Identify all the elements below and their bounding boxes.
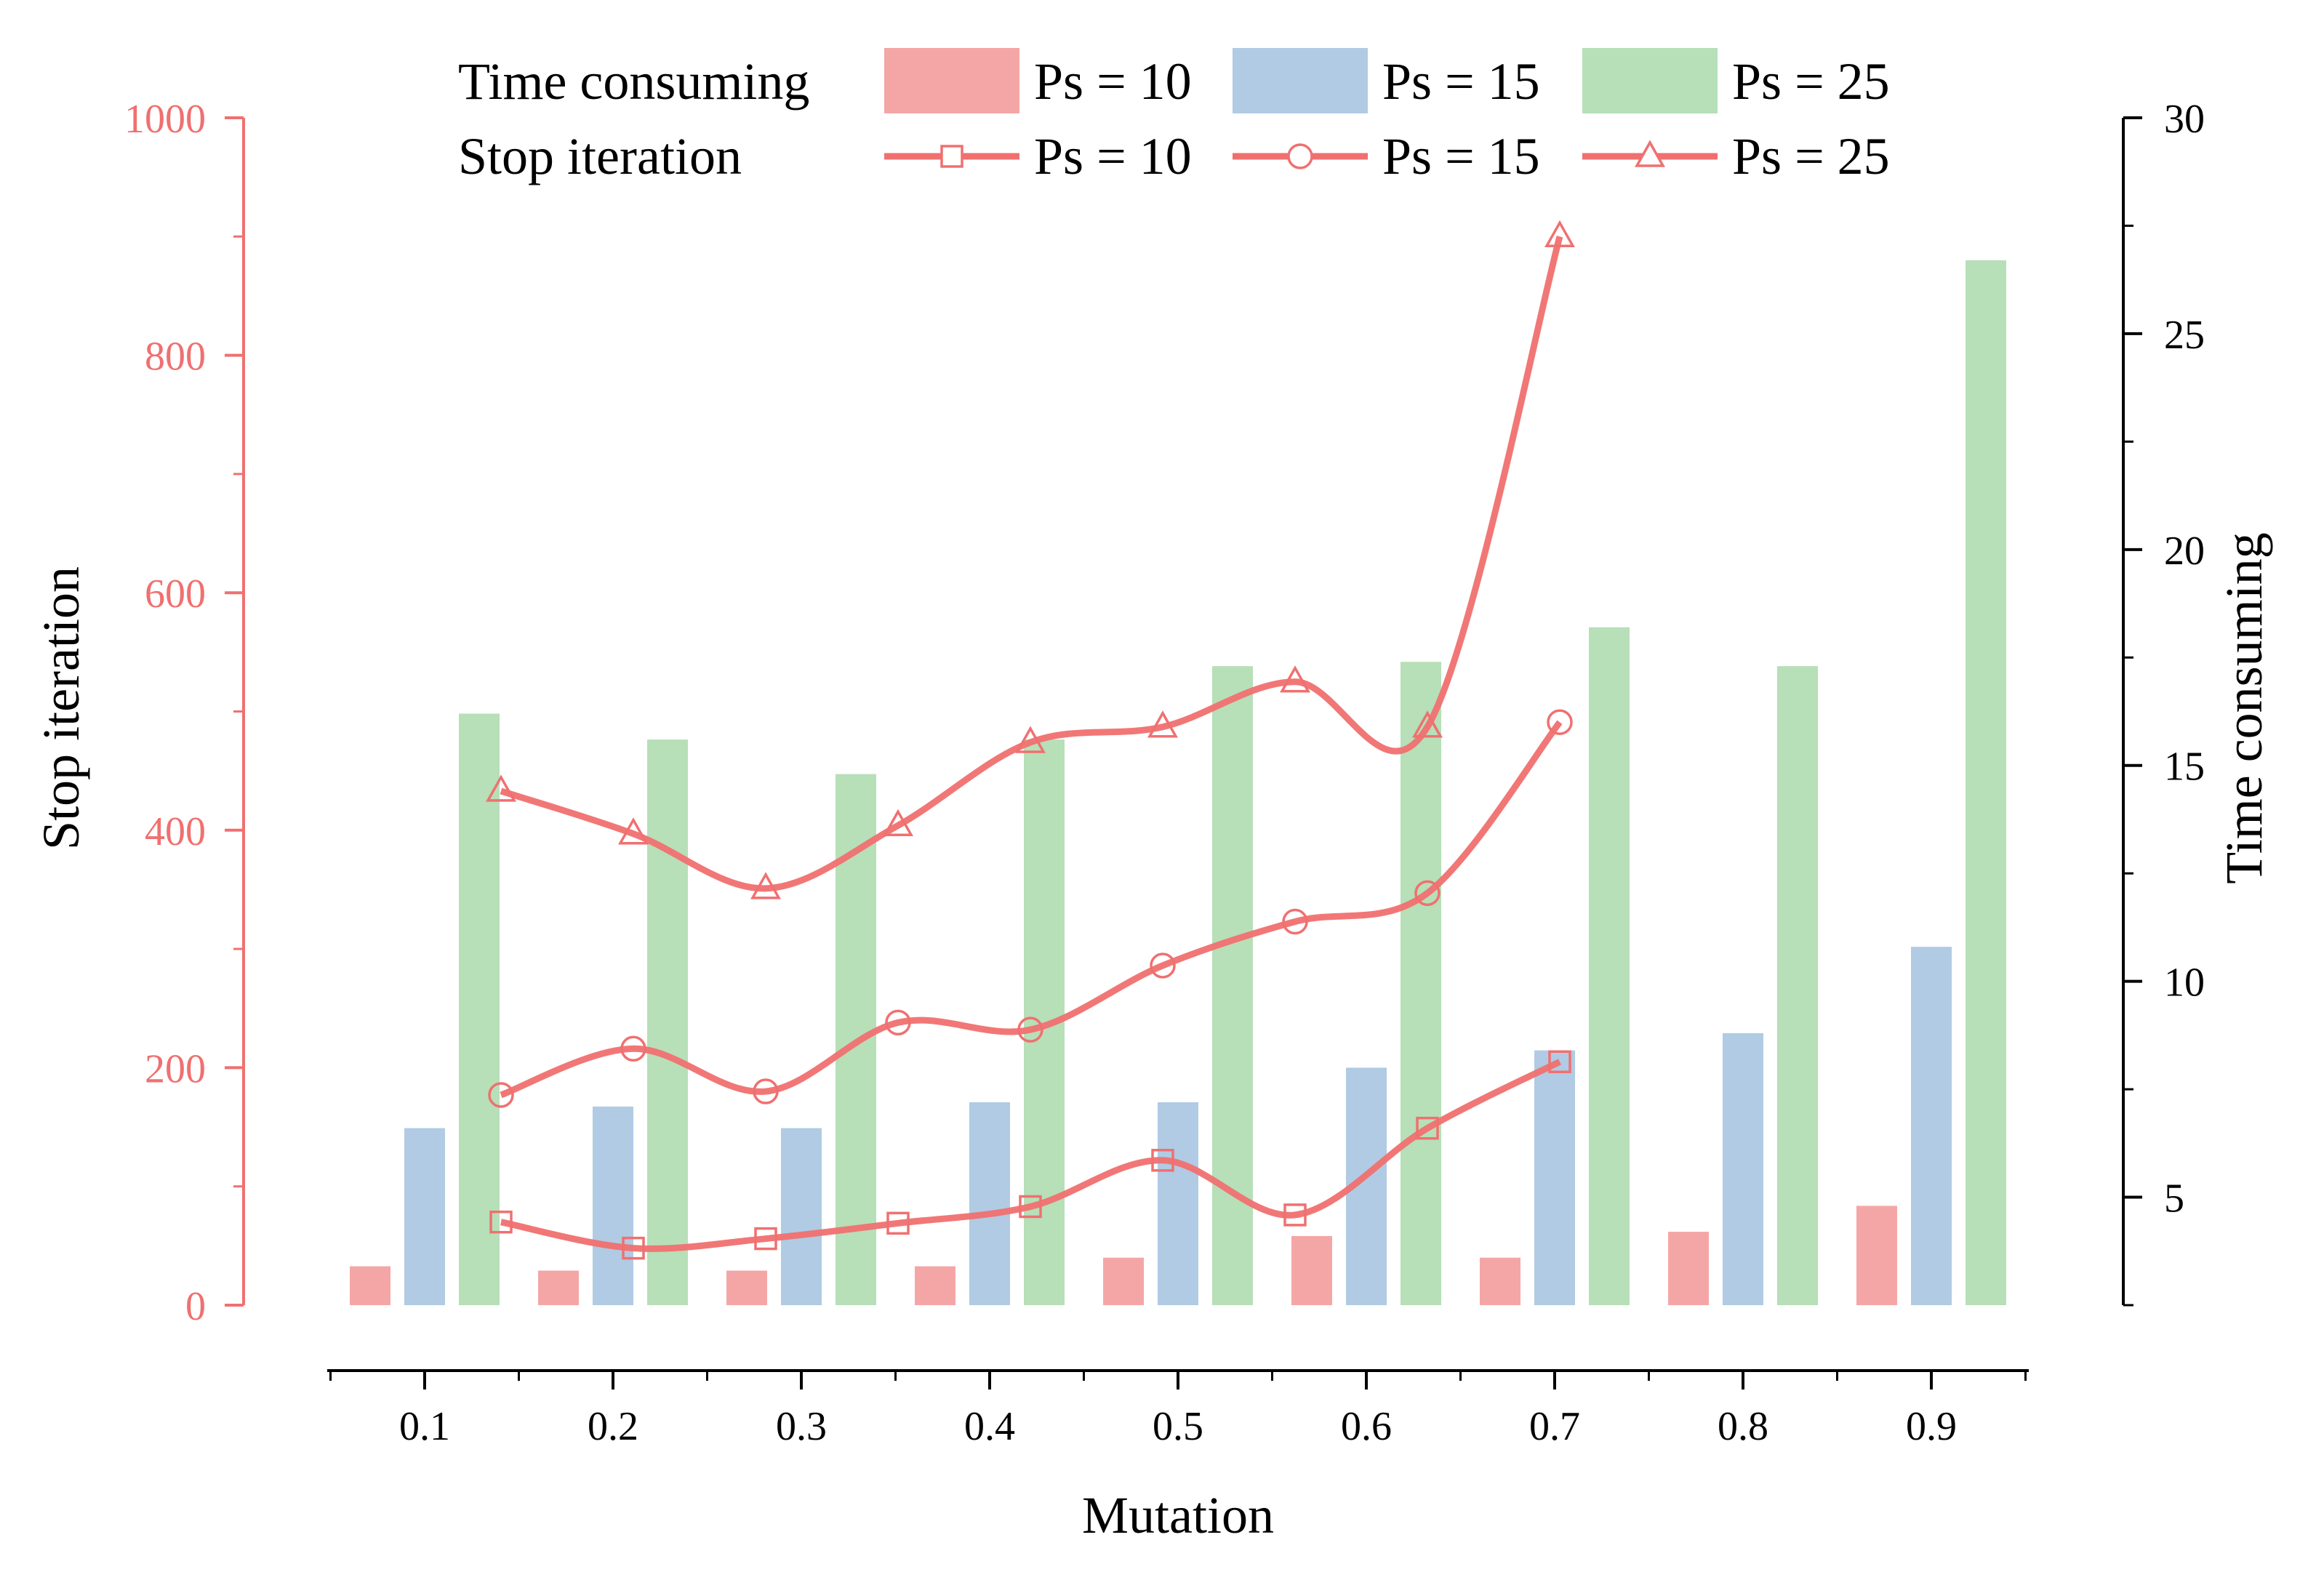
square-marker-ps10-5 (1151, 1149, 1174, 1172)
bar-ps15-0.8 (1723, 1032, 1763, 1305)
bar-ps10-0.7 (1480, 1257, 1520, 1305)
right-axis-title: Time consuming (2215, 532, 2273, 883)
bar-ps25-0.9 (1966, 260, 2006, 1306)
bar-ps25-0.5 (1212, 666, 1253, 1305)
bar-ps10-0.9 (1856, 1206, 1897, 1305)
legend-label: Ps = 15 (1382, 52, 1540, 111)
square-marker-ps10-3 (886, 1211, 910, 1235)
x-tick-label: 0.4 (964, 1404, 1015, 1449)
axes-layer: 0 200 400 600 800 1000 5 10 15 20 25 30 0.1 0.2 0.3 0.4… (124, 97, 2205, 1449)
triangle-marker-ps25-4 (1015, 726, 1046, 753)
x-tick-label: 0.6 (1341, 1404, 1392, 1449)
triangle-marker-ps25-3 (883, 809, 913, 837)
x-tick-label: 0.9 (1906, 1404, 1957, 1449)
bar-ps15-0.2 (593, 1106, 633, 1305)
line-ps25 (500, 236, 1563, 892)
bar-ps10-0.5 (1103, 1257, 1144, 1305)
left-tick-label: 1000 (124, 97, 206, 142)
right-tick-label: 15 (2164, 745, 2205, 790)
square-marker-ps10-0 (489, 1210, 513, 1234)
legend-label: Ps = 25 (1732, 52, 1890, 111)
lines-layer (486, 220, 1575, 1260)
square-marker-ps10-6 (1283, 1203, 1307, 1227)
bar-ps10-0.4 (915, 1266, 955, 1305)
square-marker-ps10-4 (1019, 1195, 1042, 1219)
bar-ps15-0.3 (781, 1128, 822, 1305)
left-tick-label: 0 (185, 1284, 206, 1329)
bar-ps25-0.1 (459, 713, 500, 1305)
circle-marker-ps15-6 (1282, 908, 1308, 935)
legend: Time consuming Stop iteration Ps = 10 Ps = … (458, 48, 1890, 185)
triangle-marker-ps25-2 (750, 872, 781, 899)
circle-marker-ps15-2 (753, 1078, 779, 1104)
legend-row-time-consuming: Time consuming (458, 52, 809, 111)
legend-label: Ps = 10 (1034, 127, 1192, 185)
x-tick-label: 0.2 (588, 1404, 638, 1449)
x-tick-label: 0.5 (1153, 1404, 1203, 1449)
square-marker-ps10-8 (1548, 1050, 1571, 1073)
right-tick-label: 20 (2164, 529, 2205, 574)
legend-row-stop-iteration: Stop iteration (458, 127, 742, 185)
circle-marker-ps15-1 (620, 1035, 646, 1062)
circle-marker-ps15-0 (488, 1082, 514, 1108)
bar-ps10-0.3 (726, 1270, 767, 1305)
legend-label: Ps = 25 (1732, 127, 1890, 185)
square-marker-ps10-7 (1416, 1116, 1439, 1140)
x-tick-label: 0.7 (1529, 1404, 1580, 1449)
triangle-marker-ps25-5 (1147, 710, 1178, 738)
triangle-marker-ps25-0 (486, 774, 516, 802)
left-axis-title: Stop iteration (32, 566, 90, 850)
legend-square-marker (940, 145, 963, 168)
triangle-marker-ps25-7 (1412, 710, 1443, 738)
square-marker-ps10-2 (754, 1227, 777, 1251)
legend-triangle-marker (1635, 140, 1665, 167)
left-tick-label: 600 (145, 572, 206, 617)
bar-ps25-0.6 (1401, 662, 1441, 1305)
x-axis-title: Mutation (1082, 1486, 1274, 1544)
bar-ps15-0.7 (1534, 1050, 1575, 1305)
bar-ps10-0.6 (1291, 1235, 1332, 1305)
line-ps15 (500, 720, 1563, 1099)
right-tick-label: 10 (2164, 961, 2205, 1006)
x-tick-label: 0.3 (776, 1404, 827, 1449)
circle-marker-ps15-8 (1547, 709, 1573, 735)
legend-swatch-bar-ps10 (884, 48, 1019, 113)
bar-ps25-0.8 (1777, 666, 1818, 1305)
circle-marker-ps15-5 (1150, 953, 1176, 979)
legend-circle-marker (1287, 143, 1313, 169)
bar-ps15-0.5 (1158, 1102, 1198, 1305)
x-tick-label: 0.1 (399, 1404, 450, 1449)
left-tick-label: 400 (145, 809, 206, 854)
right-tick-label: 30 (2164, 97, 2205, 142)
circle-marker-ps15-7 (1414, 880, 1441, 907)
bar-ps15-0.4 (969, 1102, 1010, 1305)
triangle-marker-ps25-6 (1280, 665, 1310, 693)
legend-label: Ps = 15 (1382, 127, 1540, 185)
bar-ps15-0.9 (1911, 947, 1952, 1305)
bar-ps25-0.7 (1589, 627, 1630, 1305)
x-tick-label: 0.8 (1718, 1404, 1768, 1449)
bar-ps10-0.1 (350, 1266, 390, 1305)
left-tick-label: 200 (145, 1046, 206, 1091)
circle-marker-ps15-4 (1017, 1016, 1043, 1043)
legend-swatch-bar-ps15 (1233, 48, 1368, 113)
circle-marker-ps15-3 (885, 1009, 911, 1036)
square-marker-ps10-1 (622, 1236, 645, 1260)
bars-layer (350, 260, 2006, 1306)
right-tick-label: 25 (2164, 313, 2205, 358)
triangle-marker-ps25-1 (618, 817, 649, 845)
bar-ps15-0.1 (404, 1128, 445, 1305)
triangle-marker-ps25-8 (1544, 220, 1575, 248)
left-tick-label: 800 (145, 334, 206, 380)
line-ps10 (500, 1059, 1562, 1252)
bar-ps10-0.8 (1668, 1232, 1709, 1305)
bar-ps25-0.2 (647, 739, 688, 1305)
legend-label: Ps = 10 (1034, 52, 1192, 111)
right-tick-label: 5 (2164, 1176, 2184, 1222)
bar-ps10-0.2 (538, 1270, 579, 1305)
legend-swatch-bar-ps25 (1582, 48, 1718, 113)
